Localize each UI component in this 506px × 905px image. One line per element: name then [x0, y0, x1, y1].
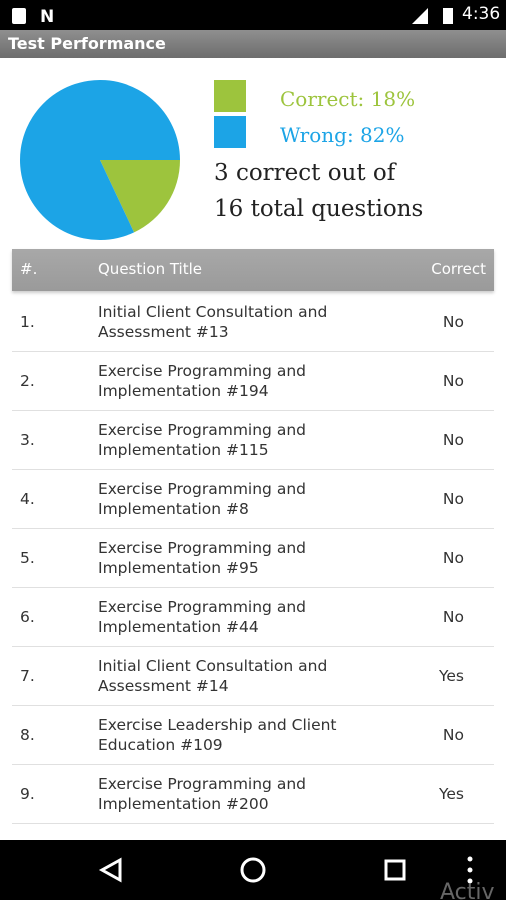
nav-bar: Activ [0, 840, 506, 905]
correct-cell: Yes [438, 667, 464, 685]
title-line: Exercise Programming and [98, 421, 306, 439]
correct-cell: Yes [438, 785, 464, 803]
svg-text:N: N [40, 7, 54, 27]
table-row: 3. Exercise Programming and Implementation… [12, 411, 494, 470]
title-line: Assessment #14 [98, 677, 229, 695]
table-row: 2. Exercise Programming and Implementation… [12, 352, 494, 411]
clock: 4:36 [462, 4, 501, 24]
pie-chart: Correct: 18% Wrong: 82% [20, 80, 415, 241]
question-title: Exercise Programming and Implementation #… [98, 774, 306, 814]
row-number: 4. [20, 490, 35, 508]
legend-label: Wrong: 82% [280, 123, 405, 147]
legend-label: Correct: 18% [280, 87, 415, 111]
question-title: Exercise Programming and Implementation #… [98, 361, 306, 401]
title-line: Implementation #115 [98, 441, 269, 459]
question-title: Exercise Programming and Implementation #… [98, 479, 306, 519]
correct-cell: No [442, 726, 464, 744]
correct-cell: No [442, 313, 464, 331]
title-line: Initial Client Consultation and [98, 657, 328, 675]
header-cell: Question Title [98, 260, 203, 278]
title-line: Implementation #200 [98, 795, 269, 813]
title-line: Exercise Programming and [98, 775, 306, 793]
nav-icons [98, 856, 473, 884]
pie-slice [20, 80, 180, 241]
row-number: 2. [20, 372, 35, 390]
row-number: 7. [20, 667, 35, 685]
table-row: 5. Exercise Programming and Implementation… [12, 529, 494, 588]
row-number: 3. [20, 431, 35, 449]
table-row: 4. Exercise Programming and Implementation… [12, 470, 494, 529]
legend-swatch [214, 116, 246, 148]
summary: 3 correct out of 16 total questions [214, 155, 423, 227]
correct-cell: No [442, 372, 464, 390]
legend-swatch [214, 80, 246, 112]
title-line: Implementation #8 [98, 500, 249, 518]
title-line: Exercise Programming and [98, 480, 306, 498]
title-line: Implementation #44 [98, 618, 259, 636]
correct-cell: No [442, 549, 464, 567]
app-bar-title: Test Performance [0, 30, 506, 58]
recents-button[interactable] [384, 859, 406, 881]
table-row: 9. Exercise Programming and Implementation… [12, 765, 494, 824]
summary-line: 3 correct out of [214, 160, 396, 186]
title-line: Initial Client Consultation and [98, 303, 328, 321]
header-cell: #. [20, 260, 38, 278]
table-row: 7. Initial Client Consultation and Assessm… [12, 647, 494, 706]
status-icons: N [12, 7, 453, 27]
correct-cell: No [442, 431, 464, 449]
row-number: 9. [20, 785, 35, 803]
row-number: 1. [20, 313, 35, 331]
correct-cell: No [442, 490, 464, 508]
question-title: Exercise Leadership and Client Education … [98, 715, 337, 755]
table-row: 1. Initial Client Consultation and Assessm… [12, 293, 494, 352]
title-line: Exercise Programming and [98, 539, 306, 557]
row-number: 6. [20, 608, 35, 626]
home-button[interactable] [240, 857, 266, 883]
table-row: 8. Exercise Leadership and Client Educatio… [12, 706, 494, 765]
title-line: Education #109 [98, 736, 223, 754]
row-number: 5. [20, 549, 35, 567]
title-line: Exercise Leadership and Client [98, 716, 337, 734]
row-number: 8. [20, 726, 35, 744]
pie-slice [100, 160, 180, 233]
title-line: Implementation #194 [98, 382, 269, 400]
question-title: Initial Client Consultation and Assessmen… [98, 656, 327, 696]
title-line: Exercise Programming and [98, 362, 306, 380]
table-row: 6. Exercise Programming and Implementation… [12, 588, 494, 647]
question-title: Exercise Programming and Implementation #… [98, 538, 306, 578]
back-button[interactable] [98, 857, 122, 883]
question-title: Exercise Programming and Implementation #… [98, 597, 306, 637]
correct-cell: No [442, 608, 464, 626]
header-cell: Correct [431, 260, 486, 278]
question-title: Exercise Programming and Implementation #… [98, 420, 306, 460]
table-header: #. Question Title Correct [12, 249, 494, 291]
title-line: Assessment #13 [98, 323, 229, 341]
status-bar: N 4:36 [0, 0, 506, 30]
question-title: Initial Client Consultation and Assessmen… [98, 302, 327, 342]
title-line: Exercise Programming and [98, 598, 306, 616]
watermark: Activ [440, 880, 495, 905]
title-line: Implementation #95 [98, 559, 259, 577]
summary-line: 16 total questions [214, 196, 424, 222]
